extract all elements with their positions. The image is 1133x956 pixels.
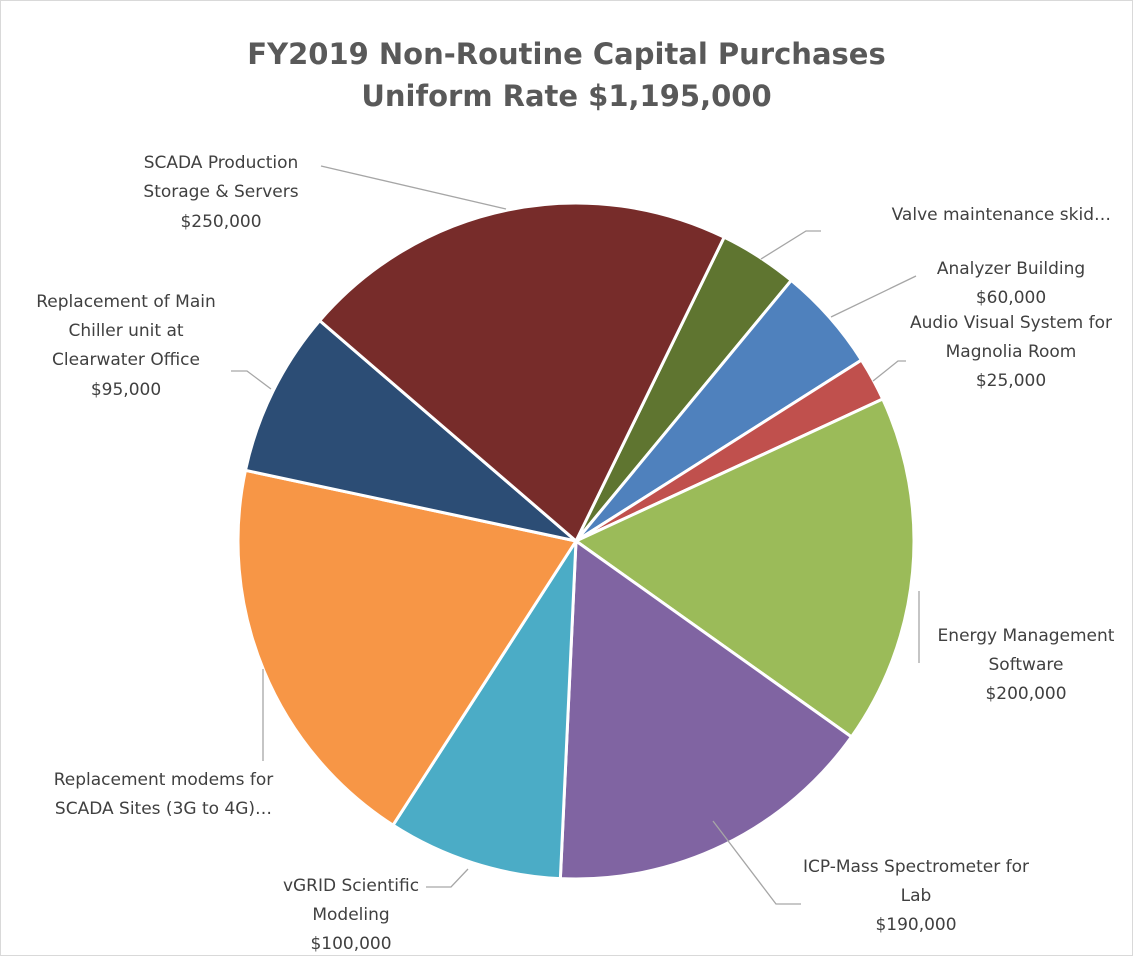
leader-line (830, 275, 917, 318)
leader-line (231, 370, 272, 390)
pie-slice (558, 538, 854, 881)
slice-label: Replacement modems for SCADA Sites (3G t… (53, 770, 274, 819)
slice-value: $250,000 (180, 212, 262, 232)
slice-value: $200,000 (985, 684, 1067, 704)
slice-value: $100,000 (310, 934, 392, 954)
slice-value: $25,000 (975, 371, 1047, 391)
slice-value: $95,000 (90, 380, 162, 400)
slice-label: Valve maintenance skid… (891, 205, 1111, 225)
slice-label: Analyzer Building (936, 259, 1086, 279)
slice-label: Replacement of Main Chiller unit at Clea… (36, 292, 216, 370)
leader-line (760, 230, 821, 260)
leader-line (712, 820, 801, 905)
slice-label: vGRID Scientific Modeling (282, 876, 420, 925)
leader-line (426, 868, 469, 888)
leader-line (872, 360, 906, 382)
leader-line (320, 165, 507, 210)
slice-label: SCADA Production Storage & Servers (143, 153, 299, 202)
chart-title: FY2019 Non-Routine Capital Purchases (247, 37, 886, 71)
slice-label: Audio Visual System for Magnolia Room (909, 313, 1113, 362)
slice-value: $60,000 (975, 288, 1047, 308)
pie-slice (390, 535, 578, 881)
pie-slice (317, 201, 727, 544)
pie-slice (236, 468, 579, 828)
pie-slice (573, 397, 916, 739)
pie-slice (243, 318, 577, 543)
slice-label: Energy Management Software (937, 626, 1115, 675)
slice-value: $190,000 (875, 915, 957, 935)
slice-label: ICP-Mass Spectrometer for Lab (802, 857, 1030, 906)
chart-subtitle: Uniform Rate $1,195,000 (361, 79, 772, 113)
